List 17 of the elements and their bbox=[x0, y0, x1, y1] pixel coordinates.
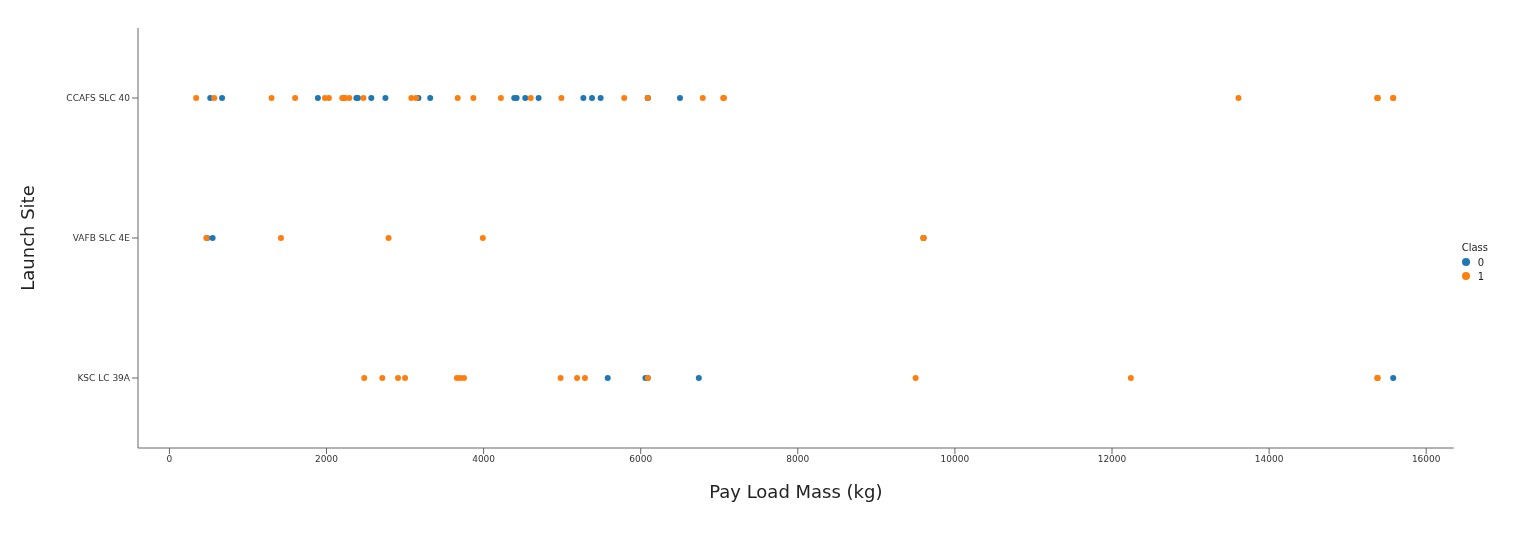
legend-label: 1 bbox=[1477, 270, 1485, 282]
x-tick-label: 8000 bbox=[786, 454, 810, 465]
y-tick-label: KSC LC 39A bbox=[77, 373, 131, 384]
x-tick-label: 4000 bbox=[472, 454, 496, 465]
x-axis-title: Pay Load Mass (kg) bbox=[709, 481, 883, 502]
x-tick-label: 0 bbox=[166, 454, 173, 465]
x-tick-label: 6000 bbox=[629, 454, 653, 465]
x-tick-label: 2000 bbox=[315, 454, 339, 465]
x-tick-label: 16000 bbox=[1411, 454, 1441, 465]
x-tick-label: 12000 bbox=[1097, 454, 1127, 465]
y-tick-label: CCAFS SLC 40 bbox=[66, 93, 131, 104]
y-axis-title: Launch Site bbox=[17, 185, 39, 291]
legend-label: 0 bbox=[1477, 256, 1485, 268]
x-tick-label: 10000 bbox=[940, 454, 970, 465]
y-tick-label: VAFB SLC 4E bbox=[72, 233, 131, 244]
x-tick-label: 14000 bbox=[1254, 454, 1284, 465]
legend-title: Class bbox=[1461, 241, 1488, 253]
